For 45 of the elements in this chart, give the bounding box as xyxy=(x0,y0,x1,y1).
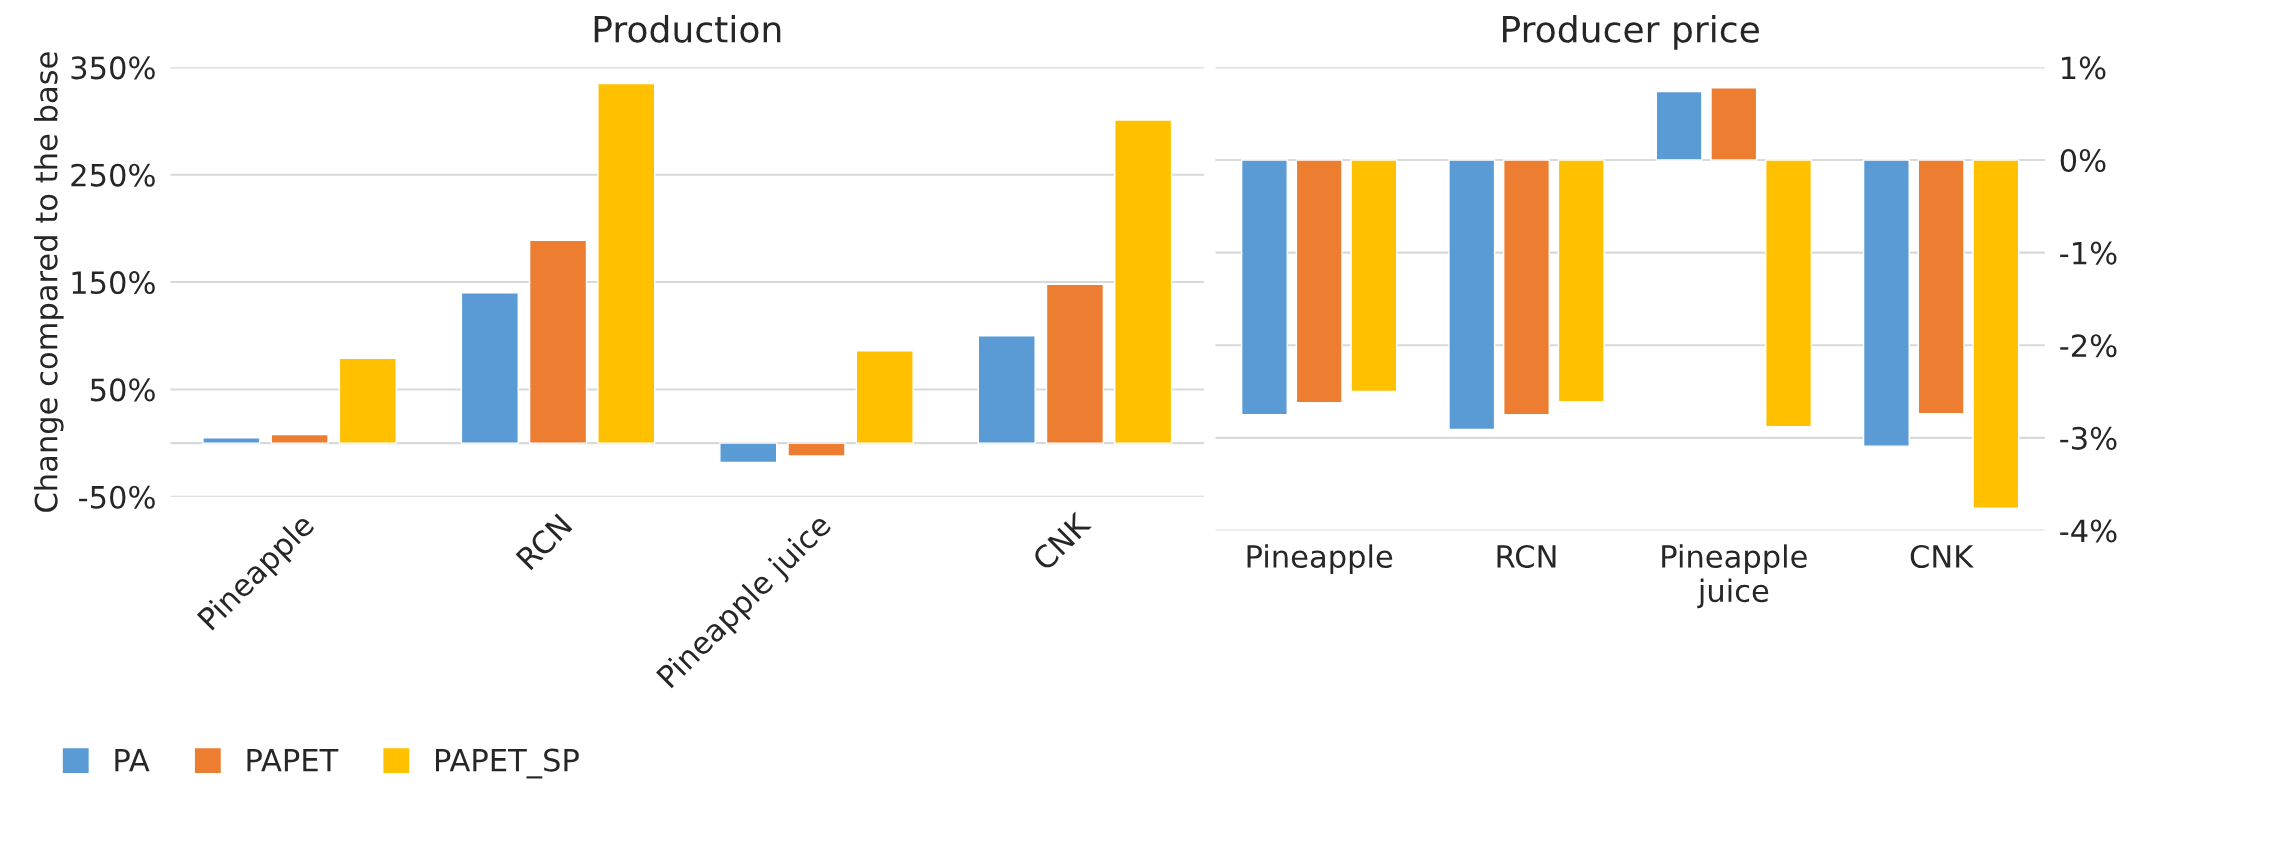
bar xyxy=(1917,159,1965,415)
bar xyxy=(1972,159,2020,509)
y2-tick-label: -4% xyxy=(2060,519,2117,543)
chart-title: Production xyxy=(594,14,781,43)
bar xyxy=(597,82,656,444)
bar xyxy=(270,433,329,444)
bar xyxy=(719,442,778,464)
y2-tick-label: 0% xyxy=(2060,148,2106,173)
x-tick-label: Pineapple juice xyxy=(1662,544,1807,609)
bar xyxy=(1862,159,1910,447)
y2-tick-label: 1% xyxy=(2062,56,2106,80)
y-tick-label: 150% xyxy=(72,271,155,295)
bar xyxy=(855,350,914,444)
y-axis-title: Change compared to the base xyxy=(34,52,64,512)
legend-label: PAPET_SP xyxy=(435,748,579,779)
bar xyxy=(1502,159,1551,416)
legend-label: PAPET xyxy=(247,748,339,772)
legend-label: PA xyxy=(115,748,150,772)
bar xyxy=(1655,90,1703,161)
bar xyxy=(1114,119,1173,444)
bar xyxy=(1765,159,1813,428)
bar xyxy=(787,442,846,457)
bar xyxy=(202,437,261,444)
y-tick-label: 350% xyxy=(71,56,155,80)
bar xyxy=(1295,159,1343,404)
x-tick-label: Pineapple xyxy=(1247,544,1393,574)
y-tick-label: -50% xyxy=(79,485,155,509)
y2-tick-label: -1% xyxy=(2060,241,2117,265)
bar xyxy=(1557,159,1605,403)
y-tick-label: 50% xyxy=(90,378,155,402)
chart-title: Producer price xyxy=(1503,14,1759,50)
bar xyxy=(1350,159,1398,393)
y2-tick-label: -3% xyxy=(2060,426,2117,450)
bar xyxy=(1045,283,1105,444)
y-tick-label: 250% xyxy=(71,163,155,187)
bar xyxy=(1240,159,1288,416)
bar xyxy=(460,292,519,444)
bar xyxy=(338,357,397,444)
y2-tick-label: -2% xyxy=(2060,334,2117,358)
bar xyxy=(977,335,1036,444)
bar xyxy=(1448,159,1496,431)
x-tick-label: RCN xyxy=(1497,544,1556,568)
x-tick-label: CNK xyxy=(1910,544,1974,568)
bar xyxy=(528,239,588,444)
bar xyxy=(1710,87,1758,161)
